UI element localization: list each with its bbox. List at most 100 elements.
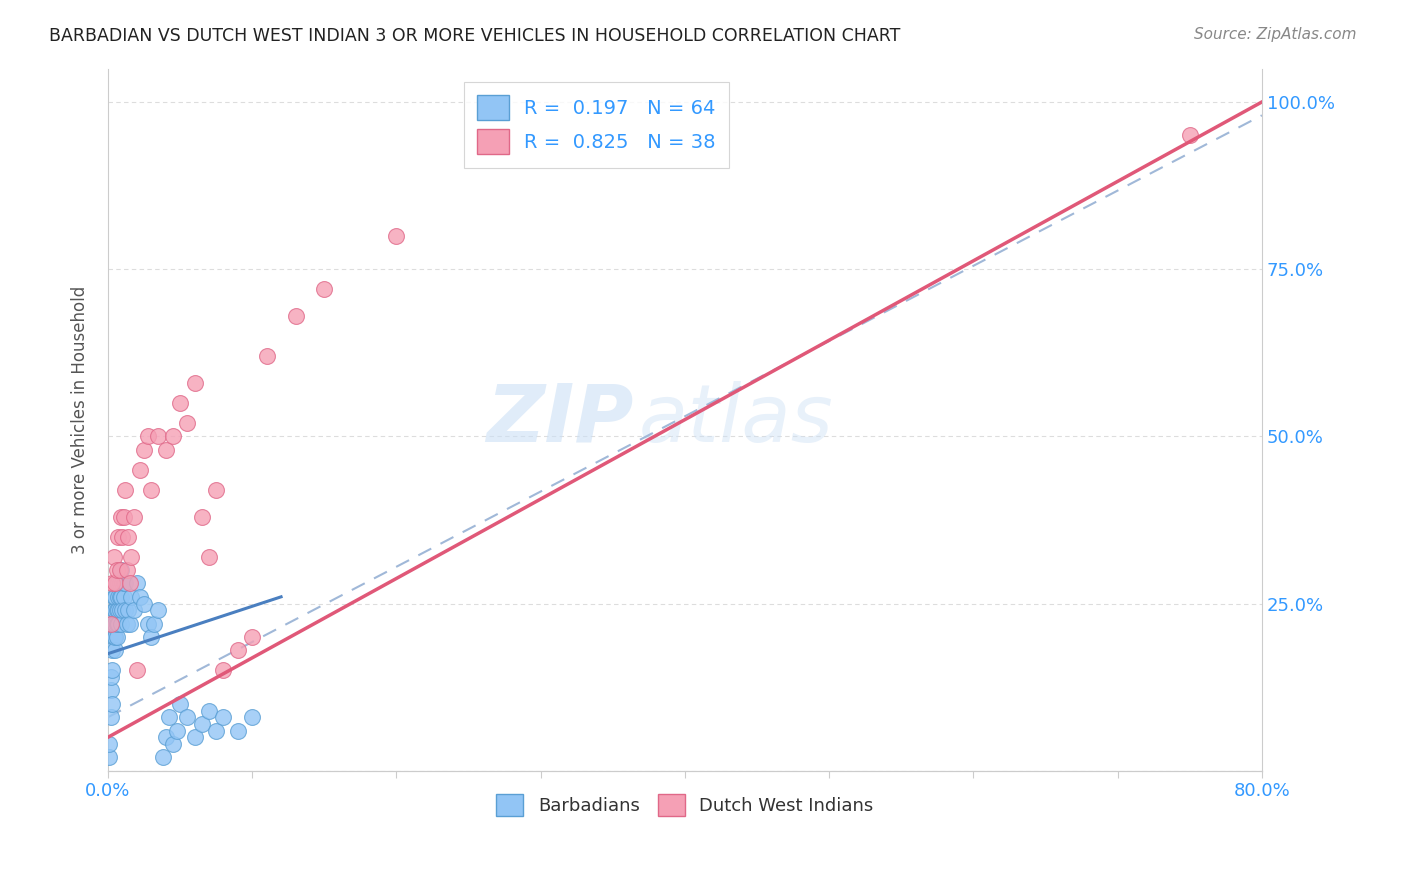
Point [120,590,142,604]
Point [108,590,131,604]
Point [205,483,228,497]
Point [108,603,131,617]
Point [103,590,125,604]
Point [104,590,127,604]
Point [115,563,138,577]
Point [176,416,198,430]
Point [138,616,160,631]
Point [103,603,125,617]
Text: atlas: atlas [638,381,834,458]
Point [101,664,124,678]
Point [169,697,191,711]
Point [98,750,121,764]
Point [314,282,336,296]
Point [162,737,184,751]
Point [157,710,180,724]
Point [110,616,132,631]
Point [107,603,129,617]
Point [107,576,129,591]
Y-axis label: 3 or more Vehicles in Household: 3 or more Vehicles in Household [72,285,89,554]
Point [101,697,124,711]
Point [240,630,263,644]
Point [141,630,163,644]
Point [105,576,128,591]
Point [125,664,148,678]
Point [108,576,131,591]
Point [120,549,142,564]
Point [183,376,205,390]
Point [128,590,150,604]
Point [117,530,139,544]
Point [100,670,122,684]
Point [183,731,205,745]
Point [104,616,127,631]
Point [110,509,132,524]
Point [143,616,166,631]
Text: ZIP: ZIP [485,381,633,458]
Point [176,710,198,724]
Text: Source: ZipAtlas.com: Source: ZipAtlas.com [1194,27,1357,42]
Point [198,549,221,564]
Point [114,483,136,497]
Point [162,429,184,443]
Point [100,683,122,698]
Point [104,603,127,617]
Point [104,643,127,657]
Point [155,442,177,457]
Point [108,563,131,577]
Point [110,590,132,604]
Point [128,463,150,477]
Point [212,664,235,678]
Point [105,603,128,617]
Point [104,576,127,591]
Point [117,603,139,617]
Point [111,603,134,617]
Point [118,576,141,591]
Point [105,616,128,631]
Point [107,530,129,544]
Point [105,563,128,577]
Text: BARBADIAN VS DUTCH WEST INDIAN 3 OR MORE VEHICLES IN HOUSEHOLD CORRELATION CHART: BARBADIAN VS DUTCH WEST INDIAN 3 OR MORE… [49,27,901,45]
Point [100,616,122,631]
Point [103,549,125,564]
Point [114,576,136,591]
Point [125,576,148,591]
Point [111,530,134,544]
Point [101,643,124,657]
Point [101,616,124,631]
Point [138,429,160,443]
Point [114,603,136,617]
Point [111,576,134,591]
Point [122,509,145,524]
Point [141,483,163,497]
Point [256,349,278,363]
Point [169,396,191,410]
Point [100,710,122,724]
Point [240,710,263,724]
Point [148,429,170,443]
Point [1178,128,1201,143]
Point [148,603,170,617]
Point [112,576,135,591]
Point [190,717,212,731]
Point [166,723,188,738]
Point [107,590,129,604]
Point [103,630,125,644]
Legend: Barbadians, Dutch West Indians: Barbadians, Dutch West Indians [488,785,883,825]
Point [190,509,212,524]
Point [103,616,125,631]
Point [132,597,155,611]
Point [226,723,249,738]
Point [284,309,307,323]
Point [385,228,408,243]
Point [152,750,174,764]
Point [107,616,129,631]
Point [122,603,145,617]
Point [132,442,155,457]
Point [212,710,235,724]
Point [101,576,124,591]
Point [226,643,249,657]
Point [105,630,128,644]
Point [198,704,221,718]
Point [112,590,135,604]
